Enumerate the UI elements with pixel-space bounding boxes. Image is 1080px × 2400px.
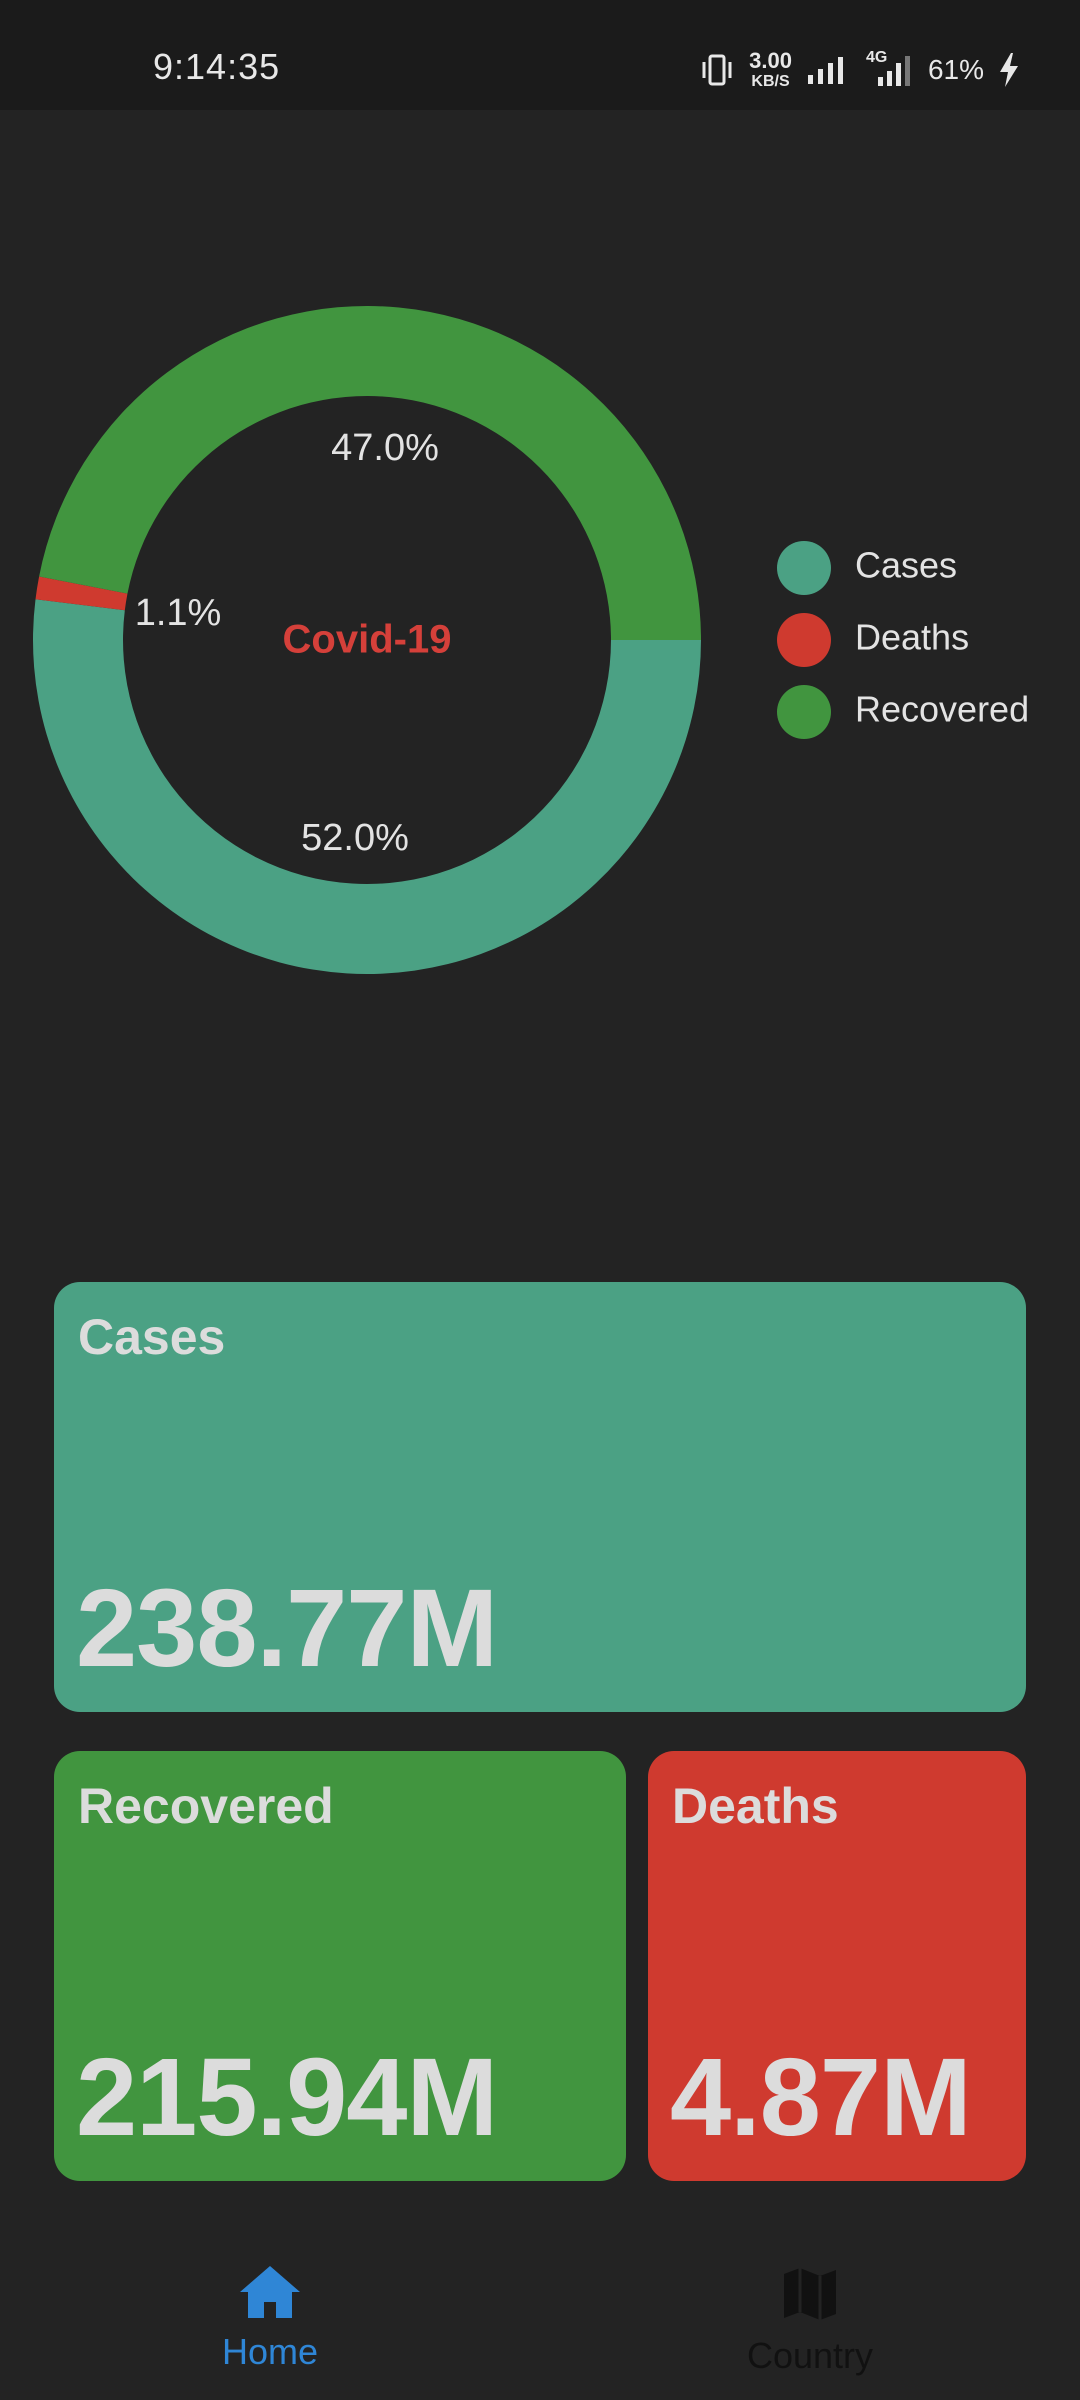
slice-recovered[interactable] [39, 305, 702, 640]
home-icon [238, 2264, 302, 2325]
slice-label-recovered: 47.0% [331, 427, 439, 469]
deaths-card-value: 4.87M [670, 2036, 972, 2159]
map-icon [780, 2264, 840, 2329]
slice-deaths[interactable] [35, 576, 128, 611]
legend-label-deaths: Deaths [855, 617, 969, 658]
deaths-card-title: Deaths [672, 1778, 839, 1834]
legend-item-cases: Cases [777, 541, 957, 595]
nav-country[interactable]: Country [660, 2230, 960, 2380]
network-type: 4G [865, 49, 888, 66]
slice-cases[interactable] [33, 599, 702, 974]
charging-icon [998, 52, 1020, 88]
signal-4g-icon: 4G [860, 49, 914, 87]
legend-label-cases: Cases [855, 545, 957, 586]
cases-card[interactable]: Cases 238.77M [54, 1282, 1026, 1712]
legend-item-deaths: Deaths [777, 613, 969, 667]
nav-country-label: Country [746, 2335, 874, 2376]
net-speed-value: 3.00 [749, 48, 792, 73]
recovered-card-value: 215.94M [76, 2036, 498, 2159]
bottom-navigation: Home Country [0, 2230, 1080, 2400]
legend-swatch-recovered [777, 685, 831, 739]
status-icons: 3.00 KB/S 4G 61% [699, 48, 1020, 92]
net-speed: 3.00 KB/S [749, 50, 792, 90]
slice-label-deaths: 1.1% [135, 592, 222, 634]
vibrate-icon [699, 53, 735, 87]
cases-card-value: 238.77M [76, 1567, 498, 1690]
nav-home-label: Home [221, 2331, 319, 2372]
recovered-card[interactable]: Recovered 215.94M [54, 1751, 626, 2181]
covid-chart: 52.0% 1.1% 47.0% Covid-19 Cases Deaths Recover… [0, 110, 1080, 1210]
cases-card-title: Cases [78, 1309, 226, 1365]
status-bar: 9:14:35 3.00 KB/S 4G [0, 0, 1080, 110]
battery-percent: 61% [927, 54, 984, 85]
status-time: 9:14:35 [153, 46, 281, 87]
donut-chart: 52.0% 1.1% 47.0% Covid-19 Cases Deaths Recover… [33, 305, 1029, 974]
legend-item-recovered: Recovered [777, 685, 1029, 739]
chart-center-label: Covid-19 [283, 618, 452, 662]
legend-label-recovered: Recovered [855, 689, 1029, 730]
nav-home[interactable]: Home [120, 2230, 420, 2380]
net-speed-unit: KB/S [751, 73, 790, 90]
legend-swatch-deaths [777, 613, 831, 667]
signal-icon [806, 55, 846, 85]
deaths-card[interactable]: Deaths 4.87M [648, 1751, 1026, 2181]
legend-swatch-cases [777, 541, 831, 595]
slice-label-cases: 52.0% [301, 817, 409, 859]
recovered-card-title: Recovered [78, 1778, 334, 1834]
